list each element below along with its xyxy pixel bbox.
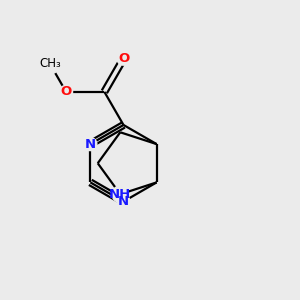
- Text: O: O: [118, 52, 129, 65]
- Text: O: O: [61, 85, 72, 98]
- Circle shape: [84, 138, 97, 151]
- Circle shape: [112, 186, 128, 202]
- Text: N: N: [118, 195, 129, 208]
- Text: NH: NH: [109, 188, 131, 201]
- Circle shape: [117, 52, 130, 65]
- Circle shape: [60, 85, 73, 98]
- Circle shape: [117, 195, 130, 208]
- Text: N: N: [85, 138, 96, 151]
- Circle shape: [40, 53, 60, 74]
- Text: CH₃: CH₃: [39, 57, 61, 70]
